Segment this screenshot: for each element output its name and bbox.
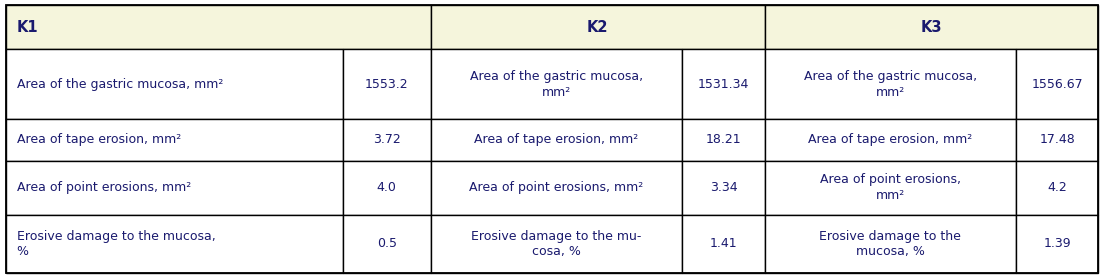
Bar: [682, 49, 765, 119]
Bar: [6, 5, 431, 49]
Text: 1553.2: 1553.2: [365, 78, 408, 91]
Text: 1556.67: 1556.67: [1031, 78, 1083, 91]
Text: Erosive damage to the
mucosa, %: Erosive damage to the mucosa, %: [819, 230, 962, 258]
Bar: [6, 119, 342, 160]
Text: Area of the gastric mucosa, mm²: Area of the gastric mucosa, mm²: [17, 78, 223, 91]
Bar: [342, 215, 431, 273]
Bar: [1016, 215, 1098, 273]
Text: Erosive damage to the mu-
cosa, %: Erosive damage to the mu- cosa, %: [471, 230, 641, 258]
Bar: [6, 49, 342, 119]
Bar: [342, 160, 431, 215]
Text: 1.39: 1.39: [1043, 237, 1071, 250]
Bar: [765, 49, 1016, 119]
Text: 18.21: 18.21: [705, 133, 741, 147]
Text: Area of tape erosion, mm²: Area of tape erosion, mm²: [475, 133, 639, 147]
Text: Area of tape erosion, mm²: Area of tape erosion, mm²: [17, 133, 181, 147]
Bar: [765, 5, 1098, 49]
Bar: [431, 5, 765, 49]
Bar: [6, 160, 342, 215]
Text: 1531.34: 1531.34: [698, 78, 750, 91]
Text: Area of point erosions,
mm²: Area of point erosions, mm²: [820, 173, 960, 202]
Bar: [765, 160, 1016, 215]
Bar: [431, 215, 682, 273]
Bar: [682, 215, 765, 273]
Text: 4.2: 4.2: [1048, 181, 1068, 194]
Bar: [1016, 119, 1098, 160]
Text: Area of tape erosion, mm²: Area of tape erosion, mm²: [808, 133, 973, 147]
Text: 3.34: 3.34: [710, 181, 737, 194]
Bar: [765, 215, 1016, 273]
Text: K3: K3: [921, 20, 943, 35]
Bar: [765, 119, 1016, 160]
Text: K1: K1: [17, 20, 39, 35]
Bar: [431, 160, 682, 215]
Text: Area of point erosions, mm²: Area of point erosions, mm²: [469, 181, 644, 194]
Bar: [342, 49, 431, 119]
Bar: [431, 49, 682, 119]
Text: K2: K2: [587, 20, 608, 35]
Bar: [1016, 49, 1098, 119]
Text: 0.5: 0.5: [376, 237, 396, 250]
Text: 17.48: 17.48: [1039, 133, 1075, 147]
Text: Erosive damage to the mucosa,
%: Erosive damage to the mucosa, %: [17, 230, 215, 258]
Text: Area of point erosions, mm²: Area of point erosions, mm²: [17, 181, 191, 194]
Text: Area of the gastric mucosa,
mm²: Area of the gastric mucosa, mm²: [470, 70, 644, 99]
Bar: [682, 119, 765, 160]
Bar: [6, 215, 342, 273]
Text: Area of the gastric mucosa,
mm²: Area of the gastric mucosa, mm²: [804, 70, 977, 99]
Text: 4.0: 4.0: [376, 181, 396, 194]
Bar: [1016, 160, 1098, 215]
Bar: [342, 119, 431, 160]
Bar: [682, 160, 765, 215]
Text: 3.72: 3.72: [373, 133, 401, 147]
Text: 1.41: 1.41: [710, 237, 737, 250]
Bar: [431, 119, 682, 160]
